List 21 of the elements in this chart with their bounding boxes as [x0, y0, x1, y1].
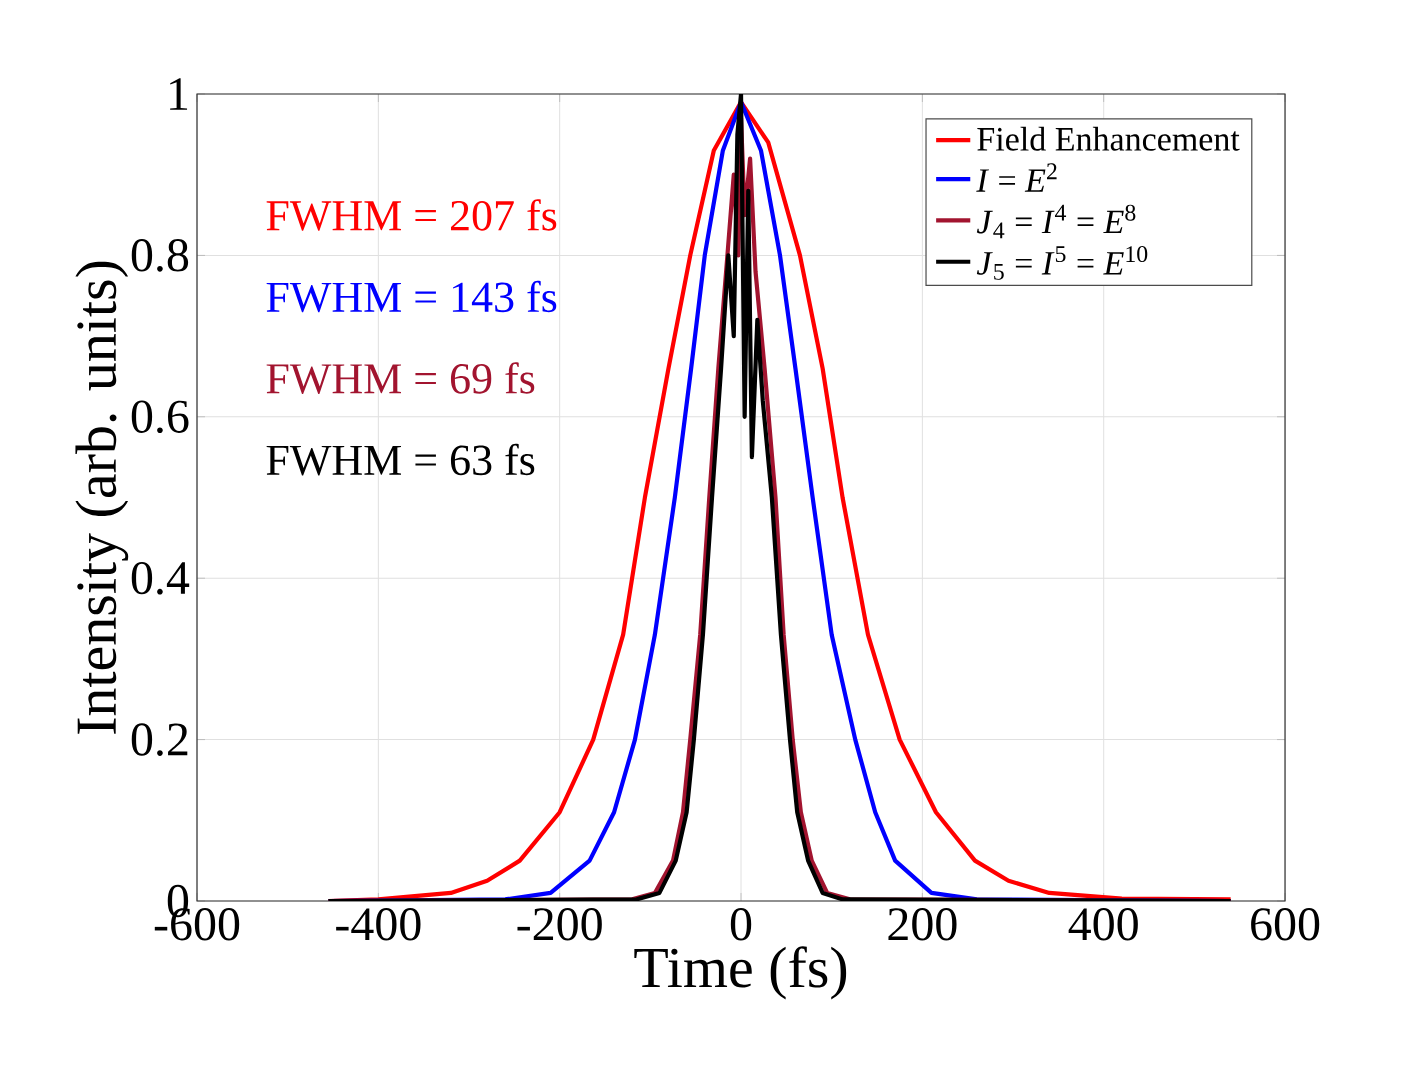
legend-label: Field Enhancement	[977, 126, 1240, 151]
legend-label: I = E$^{2}$	[976, 163, 1057, 192]
x-tick-label: 400	[1068, 908, 1138, 941]
y-tick-label: 1	[170, 78, 188, 110]
x-tick-label: -200	[517, 908, 602, 941]
legend-label: J$_{4}$ = I$^{4}$ = E$^{8}$	[976, 204, 1136, 239]
x-tick-label: 0	[730, 908, 752, 941]
x-axis-title: Time (fs)	[634, 946, 847, 1000]
y-axis-title: Intensity (arb. units)	[75, 261, 129, 734]
y-tick-label: 0.4	[131, 561, 190, 595]
annotation: FWHM = 143 fs	[266, 280, 557, 313]
x-tick-label: 200	[888, 908, 957, 941]
x-tick-label: -400	[336, 908, 421, 941]
y-tick-label: 0.6	[131, 400, 189, 434]
y-tick-label: 0.8	[131, 239, 189, 272]
x-tick-label: 600	[1251, 908, 1320, 941]
y-tick-label: 0.2	[131, 723, 188, 756]
legend-label: J$_{5}$ = I$^{5}$ = E$^{10}$	[976, 246, 1148, 280]
annotation: FWHM = 63 fs	[266, 443, 535, 476]
annotation: FWHM = 69 fs	[266, 362, 535, 394]
annotation: FWHM = 207 fs	[266, 199, 557, 231]
